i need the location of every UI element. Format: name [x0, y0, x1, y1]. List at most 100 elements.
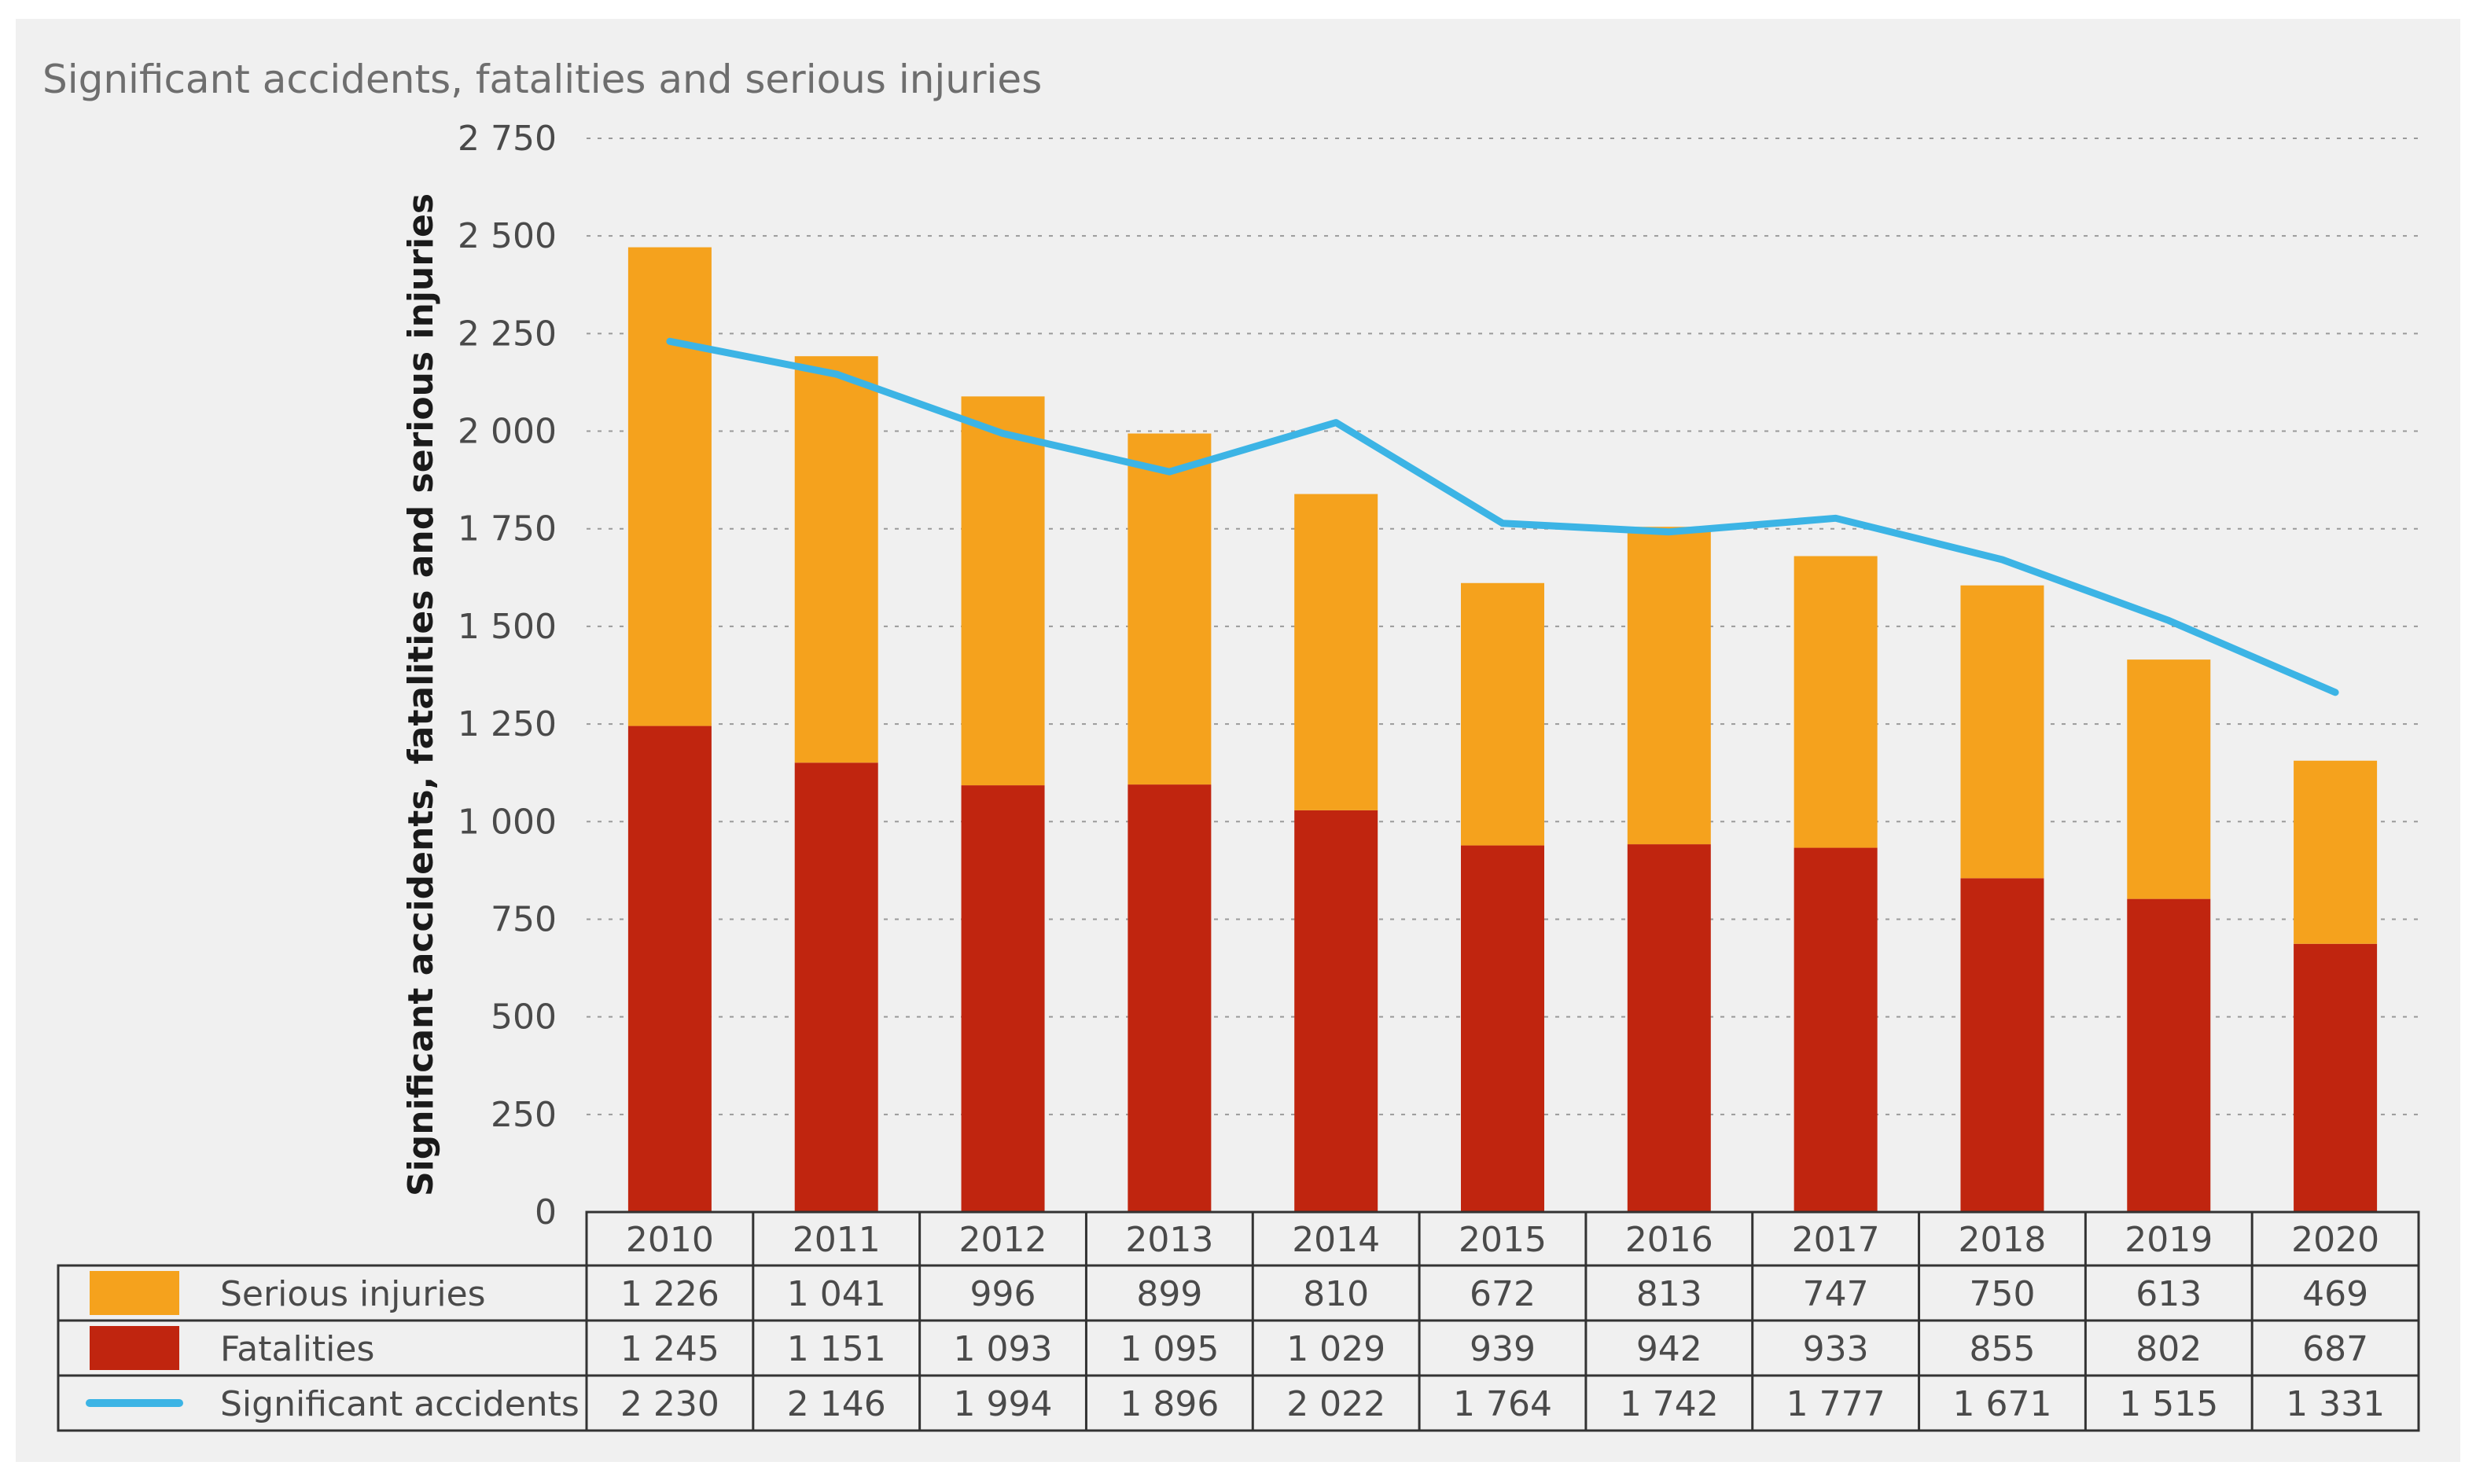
bar-serious-injuries	[794, 356, 878, 763]
table-cell-value: 1 029	[1286, 1329, 1385, 1369]
table-cell-value: 1 777	[1786, 1384, 1886, 1424]
x-tick-label: 2015	[1459, 1220, 1547, 1260]
table-cell-value: 1 896	[1120, 1384, 1219, 1424]
bar-fatalities	[1960, 878, 2044, 1212]
line-point	[1502, 522, 1503, 524]
bar-fatalities	[2127, 898, 2211, 1212]
y-tick-label: 750	[491, 899, 557, 939]
y-tick-label: 2 500	[458, 216, 557, 256]
line-point	[2168, 619, 2170, 622]
legend-swatch	[90, 1271, 179, 1315]
bar-serious-injuries	[961, 396, 1045, 786]
y-tick-label: 1 500	[458, 607, 557, 647]
table-cell-value: 687	[2302, 1329, 2368, 1369]
table-cell-value: 1 095	[1120, 1329, 1219, 1369]
chart-svg: Significant accidents, fatalities and se…	[42, 57, 2420, 1432]
bar-fatalities	[961, 785, 1045, 1212]
table-cell-value: 996	[970, 1274, 1036, 1314]
table-cell-value: 802	[2136, 1329, 2202, 1369]
table-cell-value: 1 245	[620, 1329, 719, 1369]
table-cell-value: 1 764	[1453, 1384, 1552, 1424]
table-cell-value: 613	[2136, 1274, 2202, 1314]
y-tick-label: 2 250	[458, 314, 557, 354]
bar-fatalities	[1461, 845, 1544, 1212]
table-cell-value: 2 230	[620, 1384, 719, 1424]
x-tick-label: 2020	[2291, 1220, 2379, 1260]
bar-serious-injuries	[1627, 527, 1711, 845]
bar-fatalities	[1794, 847, 1878, 1212]
line-series	[666, 337, 2339, 696]
y-tick-label: 2 000	[458, 412, 557, 452]
bar-fatalities	[794, 762, 878, 1212]
table-cell-value: 899	[1136, 1274, 1202, 1314]
bar-fatalities	[627, 725, 712, 1212]
table-cell-value: 747	[1803, 1274, 1869, 1314]
table-cell-value: 810	[1303, 1274, 1369, 1314]
bar-serious-injuries	[1960, 585, 2044, 879]
y-tick-label: 250	[491, 1095, 557, 1135]
table-cell-value: 939	[1470, 1329, 1536, 1369]
line-point	[1668, 531, 1670, 533]
bar-fatalities	[1294, 810, 1378, 1212]
table-cell-value: 2 146	[787, 1384, 886, 1424]
bar-serious-injuries	[2127, 659, 2211, 899]
x-tick-label: 2018	[1958, 1220, 2046, 1260]
line-point	[1335, 421, 1337, 424]
table-cell-value: 672	[1470, 1274, 1536, 1314]
table-cell-value: 813	[1636, 1274, 1702, 1314]
y-axis-ticks: 0 250 500 750 1 000 1 250 1 500 1 750 2 000 2 250…	[458, 119, 557, 1232]
table-cell-value: 1 226	[620, 1274, 719, 1314]
table-cell-value: 1 151	[787, 1329, 886, 1369]
table-cell-value: 1 041	[787, 1274, 886, 1314]
y-tick-label: 2 750	[458, 119, 557, 159]
y-tick-label: 1 750	[458, 509, 557, 549]
table-cell-value: 1 093	[954, 1329, 1053, 1369]
line-point	[1002, 432, 1004, 435]
y-axis-label: Significant accidents, fatalities and se…	[401, 193, 441, 1196]
bar-serious-injuries	[1128, 433, 1212, 785]
x-tick-label: 2014	[1292, 1220, 1380, 1260]
bar-serious-injuries	[2294, 760, 2378, 944]
y-tick-label: 1 250	[458, 704, 557, 744]
bar-serious-injuries	[627, 247, 712, 726]
legend-label: Serious injuries	[220, 1274, 486, 1314]
table-cell-value: 942	[1636, 1329, 1702, 1369]
table-cell-value: 1 742	[1620, 1384, 1719, 1424]
x-tick-label: 2011	[793, 1220, 881, 1260]
x-tick-label: 2013	[1125, 1220, 1213, 1260]
table-cell-value: 1 994	[954, 1384, 1053, 1424]
line-point	[1834, 517, 1837, 520]
y-tick-label: 500	[491, 997, 557, 1038]
table-cell-value: 933	[1803, 1329, 1869, 1369]
legend-swatch	[90, 1326, 179, 1370]
bar-serious-injuries	[1461, 582, 1544, 846]
line-point	[668, 340, 671, 343]
line-point	[2334, 691, 2337, 693]
bar-fatalities	[1627, 844, 1711, 1212]
legend-label: Significant accidents	[220, 1384, 579, 1424]
line-point	[835, 373, 837, 376]
bar-serious-injuries	[1294, 494, 1378, 810]
x-tick-label: 2017	[1792, 1220, 1880, 1260]
x-tick-label: 2019	[2125, 1220, 2213, 1260]
data-table: 2010 2011 2012 2013 2014 2015 2016 2017 2018 2019…	[57, 1210, 2420, 1432]
legend-label: Fatalities	[220, 1329, 374, 1369]
bar-fatalities	[1128, 784, 1212, 1212]
bar-serious-injuries	[1794, 556, 1878, 848]
table-cell-value: 2 022	[1286, 1384, 1385, 1424]
bar-fatalities	[2294, 943, 2378, 1212]
table-cell-value: 1 331	[2286, 1384, 2385, 1424]
y-tick-label: 1 000	[458, 802, 557, 842]
table-cell-value: 1 671	[1952, 1384, 2051, 1424]
table-cell-value: 1 515	[2119, 1384, 2218, 1424]
chart-title: Significant accidents, fatalities and se…	[42, 57, 1042, 102]
line-point	[1168, 471, 1171, 473]
bars	[627, 247, 2378, 1212]
x-tick-label: 2010	[626, 1220, 714, 1260]
y-tick-label: 0	[535, 1192, 557, 1232]
table-cell-value: 855	[1969, 1329, 2035, 1369]
chart-frame: Significant accidents, fatalities and se…	[16, 19, 2460, 1462]
line-point	[2001, 558, 2003, 560]
x-tick-label: 2016	[1625, 1220, 1713, 1260]
x-tick-label: 2012	[959, 1220, 1047, 1260]
